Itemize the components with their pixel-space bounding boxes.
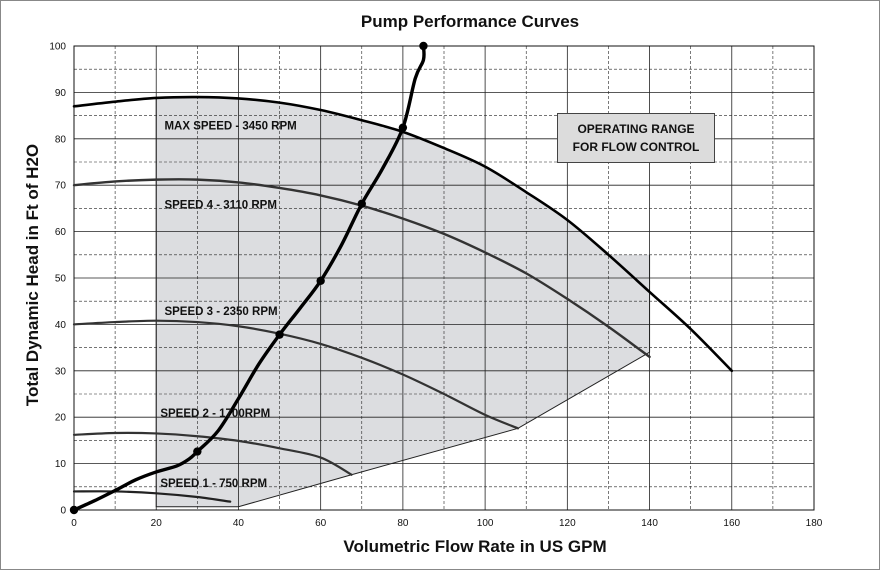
operating-range-line2: FOR FLOW CONTROL [572,140,700,154]
y-tick-label: 100 [49,42,66,53]
y-tick-label: 80 [55,134,67,145]
operating-point [275,330,284,339]
system-curve [72,44,426,512]
curve-label: SPEED 3 - 2350 RPM [164,306,277,318]
y-axis-label: Total Dynamic Head in Ft of H2O [23,143,42,407]
curve-label: MAX SPEED - 3450 RPM [164,121,296,133]
plot-border [73,45,815,511]
x-tick-label: 180 [806,518,823,529]
operating-point [398,123,408,132]
x-tick-label: 0 [71,518,77,529]
curve-label: SPEED 1 - 750 RPM [160,478,267,490]
y-tick-label: 20 [55,413,67,424]
y-tick-label: 90 [55,88,67,99]
operating-point [357,199,366,208]
operating-point [316,276,325,285]
x-tick-label: 60 [315,518,327,529]
operating-point [419,41,428,51]
operating-range-box: OPERATING RANGE FOR FLOW CONTROL [557,113,715,163]
x-axis-label: Volumetric Flow Rate in US GPM [343,537,607,556]
operating-point [193,447,202,456]
pump-curve-4 [72,431,353,476]
operating-point [69,505,79,515]
x-tick-label: 100 [477,518,494,529]
curve-label: SPEED 2 - 1700RPM [160,408,270,420]
y-tick-label: 40 [55,320,67,331]
x-tick-label: 80 [397,518,409,529]
x-tick-label: 140 [641,518,658,529]
operating-range-line1: OPERATING RANGE [577,122,695,136]
y-tick-label: 60 [55,227,67,238]
y-tick-label: 30 [55,366,67,377]
x-tick-label: 20 [151,518,163,529]
chart-title: Pump Performance Curves [360,12,580,31]
curve-label: SPEED 4 - 3110 RPM [164,199,277,211]
pump-curve-5 [72,490,232,503]
pump-curve-3 [72,319,520,430]
y-tick-label: 0 [60,506,66,517]
x-tick-label: 40 [233,518,245,529]
y-tick-label: 50 [55,274,67,285]
x-tick-label: 120 [559,518,576,529]
y-tick-label: 70 [55,181,67,192]
y-tick-label: 10 [55,459,67,470]
x-tick-label: 160 [723,518,740,529]
